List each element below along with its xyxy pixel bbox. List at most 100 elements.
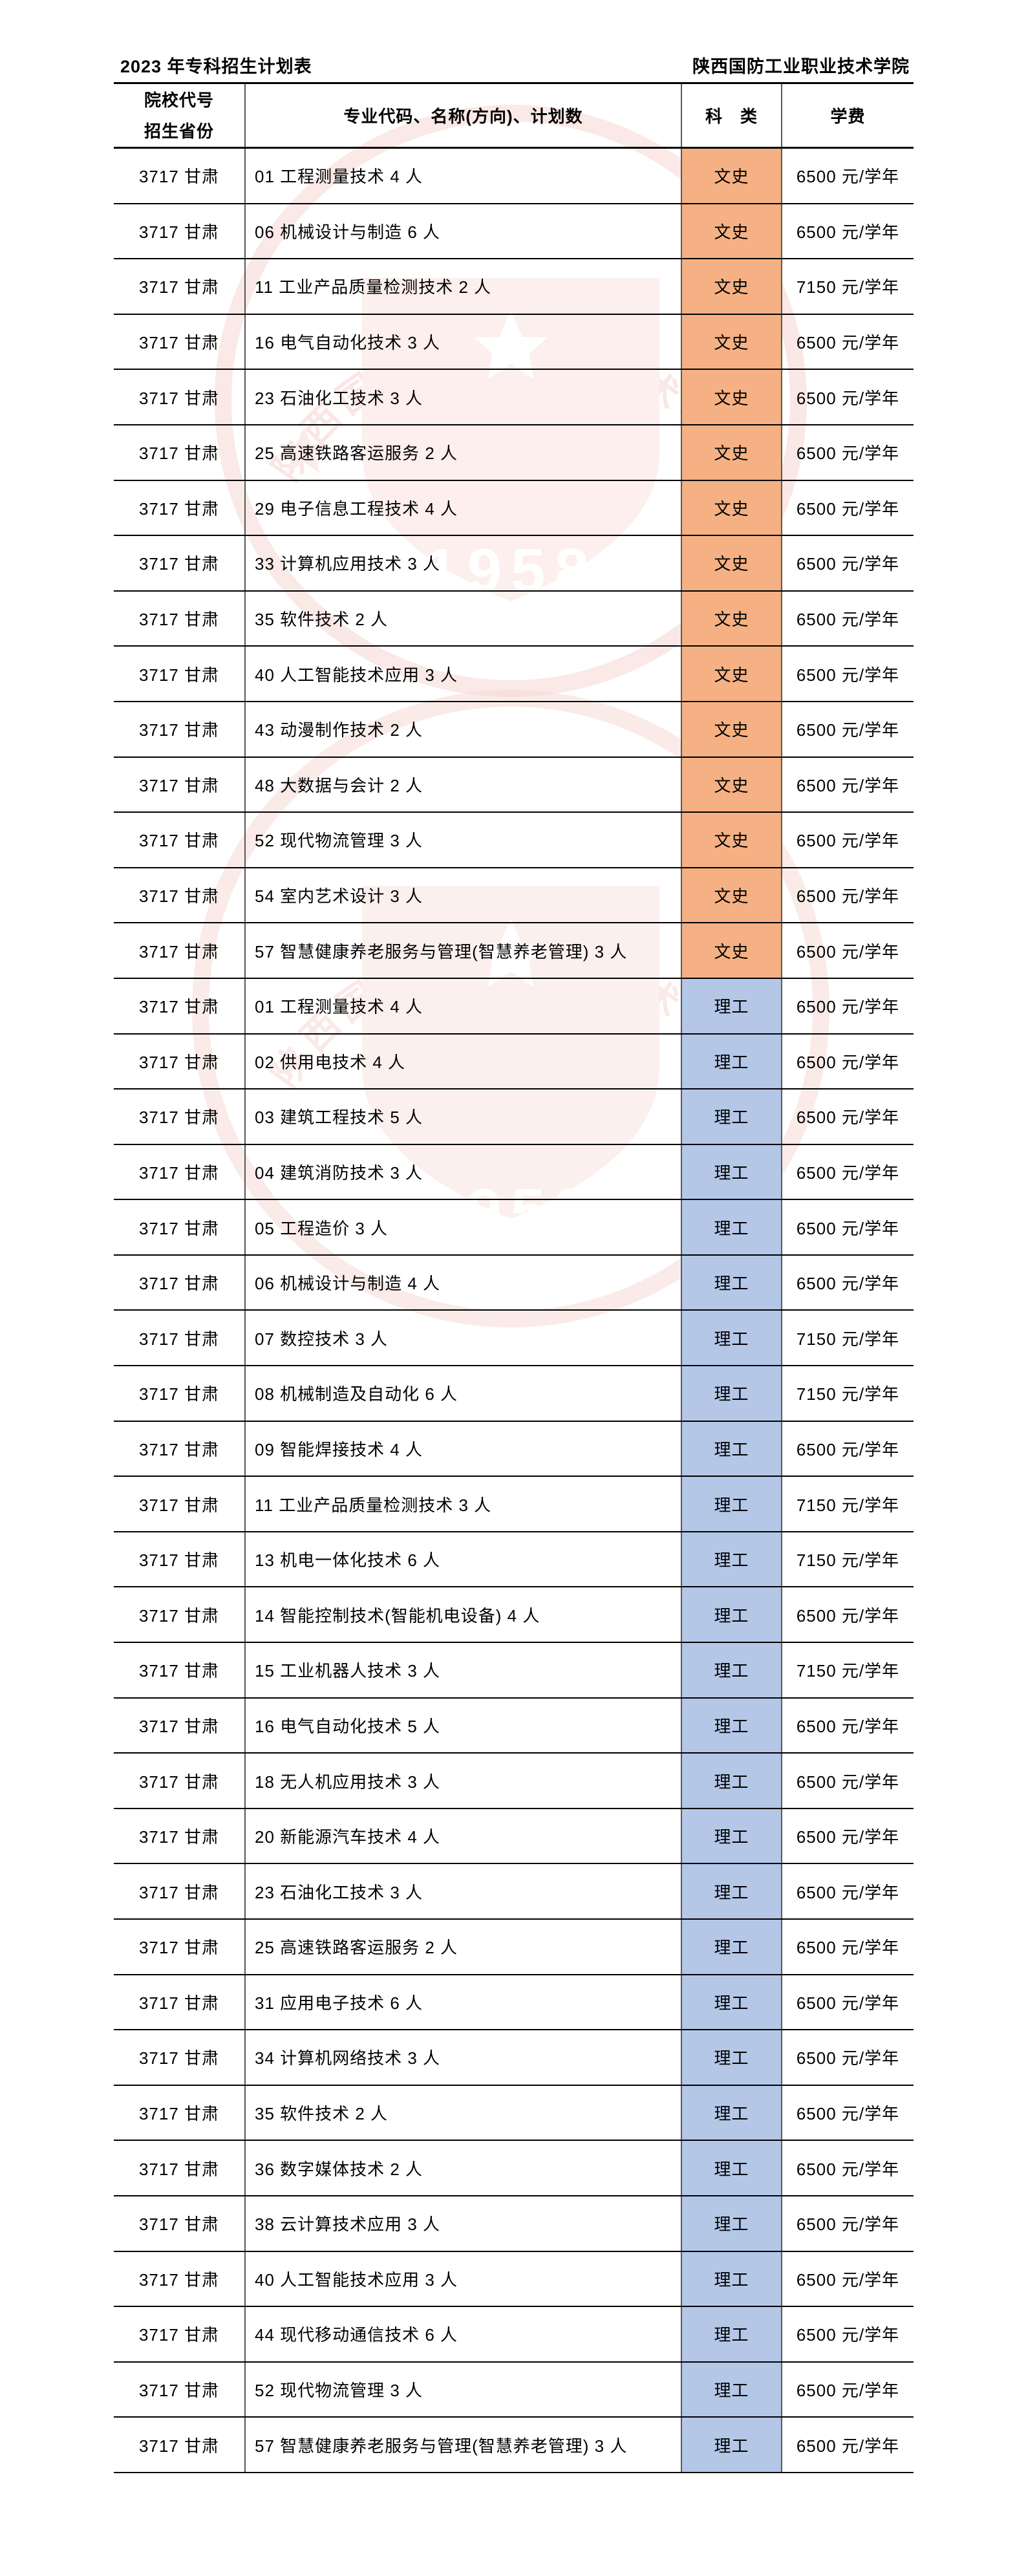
major-cell: 35 软件技术 2 人 <box>244 591 681 646</box>
college-code-province-cell: 3717 甘肃 <box>114 702 244 757</box>
fee-cell: 6500 元/学年 <box>781 757 914 812</box>
category-badge: 文史 <box>714 554 749 574</box>
fee-text: 7150 元/学年 <box>796 1495 900 1515</box>
fee-text: 6500 元/学年 <box>796 1218 900 1238</box>
fee-text: 6500 元/学年 <box>796 720 900 740</box>
category-badge: 理工 <box>714 1716 749 1736</box>
table-row: 3717 甘肃 06 机械设计与制造 4 人 理工 6500 元/学年 <box>114 1255 914 1311</box>
major-cell: 05 工程造价 3 人 <box>244 1200 681 1254</box>
fee-text: 6500 元/学年 <box>796 1772 900 1792</box>
fee-text: 6500 元/学年 <box>796 554 900 574</box>
table-row: 3717 甘肃 16 电气自动化技术 3 人 文史 6500 元/学年 <box>114 314 914 370</box>
category-badge: 理工 <box>714 2381 749 2401</box>
college-code-province: 3717 甘肃 <box>138 388 220 408</box>
fee-cell: 6500 元/学年 <box>781 149 914 203</box>
major-text: 29 电子信息工程技术 4 人 <box>255 499 458 519</box>
category-badge: 理工 <box>714 1772 749 1792</box>
college-code-province-cell: 3717 甘肃 <box>114 1422 244 1476</box>
college-code-province: 3717 甘肃 <box>138 2325 220 2345</box>
major-cell: 44 现代移动通信技术 6 人 <box>244 2307 681 2361</box>
major-cell: 11 工业产品质量检测技术 3 人 <box>244 1477 681 1531</box>
major-text: 23 石油化工技术 3 人 <box>255 1882 423 1902</box>
category-badge: 理工 <box>714 1439 749 1459</box>
table-row: 3717 甘肃 08 机械制造及自动化 6 人 理工 7150 元/学年 <box>114 1366 914 1422</box>
fee-text: 6500 元/学年 <box>796 333 900 353</box>
category-cell: 文史 <box>681 923 781 978</box>
major-cell: 04 建筑消防技术 3 人 <box>244 1144 681 1199</box>
major-cell: 16 电气自动化技术 5 人 <box>244 1698 681 1753</box>
category-badge: 文史 <box>714 277 749 297</box>
header-fee: 学费 <box>781 84 914 147</box>
college-code-province: 3717 甘肃 <box>138 1439 220 1459</box>
table-row: 3717 甘肃 36 数字媒体技术 2 人 理工 6500 元/学年 <box>114 2141 914 2196</box>
fee-cell: 6500 元/学年 <box>781 1864 914 1918</box>
table-row: 3717 甘肃 44 现代移动通信技术 6 人 理工 6500 元/学年 <box>114 2307 914 2363</box>
fee-cell: 6500 元/学年 <box>781 1975 914 2030</box>
table-row: 3717 甘肃 15 工业机器人技术 3 人 理工 7150 元/学年 <box>114 1643 914 1699</box>
major-cell: 03 建筑工程技术 5 人 <box>244 1089 681 1144</box>
college-code-province: 3717 甘肃 <box>138 1274 220 1294</box>
major-cell: 57 智慧健康养老服务与管理(智慧养老管理) 3 人 <box>244 2418 681 2472</box>
table-row: 3717 甘肃 11 工业产品质量检测技术 3 人 理工 7150 元/学年 <box>114 1477 914 1532</box>
major-text: 08 机械制造及自动化 6 人 <box>255 1384 458 1404</box>
college-code-province-cell: 3717 甘肃 <box>114 1477 244 1531</box>
category-cell: 文史 <box>681 647 781 701</box>
fee-text: 6500 元/学年 <box>796 1439 900 1459</box>
table-row: 3717 甘肃 57 智慧健康养老服务与管理(智慧养老管理) 3 人 理工 65… <box>114 2418 914 2473</box>
fee-text: 6500 元/学年 <box>796 1882 900 1902</box>
category-badge: 理工 <box>714 1605 749 1626</box>
table-row: 3717 甘肃 34 计算机网络技术 3 人 理工 6500 元/学年 <box>114 2030 914 2086</box>
college-code-province: 3717 甘肃 <box>138 665 220 685</box>
table-row: 3717 甘肃 01 工程测量技术 4 人 文史 6500 元/学年 <box>114 149 914 204</box>
major-text: 52 现代物流管理 3 人 <box>255 2381 423 2401</box>
fee-text: 6500 元/学年 <box>796 886 900 907</box>
major-text: 40 人工智能技术应用 3 人 <box>255 665 458 685</box>
major-cell: 31 应用电子技术 6 人 <box>244 1975 681 2030</box>
category-cell: 理工 <box>681 1034 781 1089</box>
fee-cell: 6500 元/学年 <box>781 1754 914 1808</box>
college-code-province: 3717 甘肃 <box>138 499 220 519</box>
college-code-province-cell: 3717 甘肃 <box>114 149 244 203</box>
fee-text: 6500 元/学年 <box>796 1716 900 1736</box>
fee-cell: 6500 元/学年 <box>781 1587 914 1642</box>
table-row: 3717 甘肃 16 电气自动化技术 5 人 理工 6500 元/学年 <box>114 1698 914 1754</box>
enrollment-plan-table: 院校代号 招生省份 专业代码、名称(方向)、计划数 科 类 学费 3717 甘肃… <box>114 82 914 2473</box>
fee-cell: 6500 元/学年 <box>781 2362 914 2417</box>
major-text: 25 高速铁路客运服务 2 人 <box>255 1938 458 1958</box>
major-cell: 15 工业机器人技术 3 人 <box>244 1643 681 1697</box>
table-row: 3717 甘肃 05 工程造价 3 人 理工 6500 元/学年 <box>114 1200 914 1256</box>
major-text: 01 工程测量技术 4 人 <box>255 167 423 187</box>
major-text: 06 机械设计与制造 4 人 <box>255 1274 441 1294</box>
college-code-province-cell: 3717 甘肃 <box>114 758 244 812</box>
college-code-province-cell: 3717 甘肃 <box>114 2141 244 2195</box>
major-cell: 35 软件技术 2 人 <box>244 2085 681 2140</box>
college-code-province: 3717 甘肃 <box>138 1993 220 2013</box>
major-cell: 06 机械设计与制造 4 人 <box>244 1255 681 1310</box>
major-text: 02 供用电技术 4 人 <box>255 1052 406 1072</box>
fee-cell: 7150 元/学年 <box>781 1643 914 1697</box>
table-row: 3717 甘肃 52 现代物流管理 3 人 文史 6500 元/学年 <box>114 813 914 868</box>
major-text: 34 计算机网络技术 3 人 <box>255 2048 441 2068</box>
fee-cell: 6500 元/学年 <box>781 868 914 923</box>
major-cell: 40 人工智能技术应用 3 人 <box>244 2251 681 2306</box>
fee-text: 6500 元/学年 <box>796 2325 900 2345</box>
category-cell: 文史 <box>681 149 781 203</box>
college-code-province-cell: 3717 甘肃 <box>114 1366 244 1421</box>
major-text: 11 工业产品质量检测技术 2 人 <box>255 277 492 297</box>
college-code-province: 3717 甘肃 <box>138 610 220 630</box>
college-code-province-cell: 3717 甘肃 <box>114 2086 244 2140</box>
college-code-province: 3717 甘肃 <box>138 167 220 187</box>
category-badge: 理工 <box>714 2048 749 2068</box>
college-code-province: 3717 甘肃 <box>138 277 220 297</box>
college-code-province: 3717 甘肃 <box>138 554 220 574</box>
major-text: 23 石油化工技术 3 人 <box>255 388 423 408</box>
major-cell: 25 高速铁路客运服务 2 人 <box>244 425 681 480</box>
college-code-province: 3717 甘肃 <box>138 2436 220 2456</box>
college-code-province-cell: 3717 甘肃 <box>114 425 244 480</box>
fee-text: 6500 元/学年 <box>796 831 900 851</box>
header-category: 科 类 <box>681 84 781 147</box>
fee-text: 7150 元/学年 <box>796 277 900 297</box>
college-code-province: 3717 甘肃 <box>138 1218 220 1238</box>
college-code-province: 3717 甘肃 <box>138 2381 220 2401</box>
